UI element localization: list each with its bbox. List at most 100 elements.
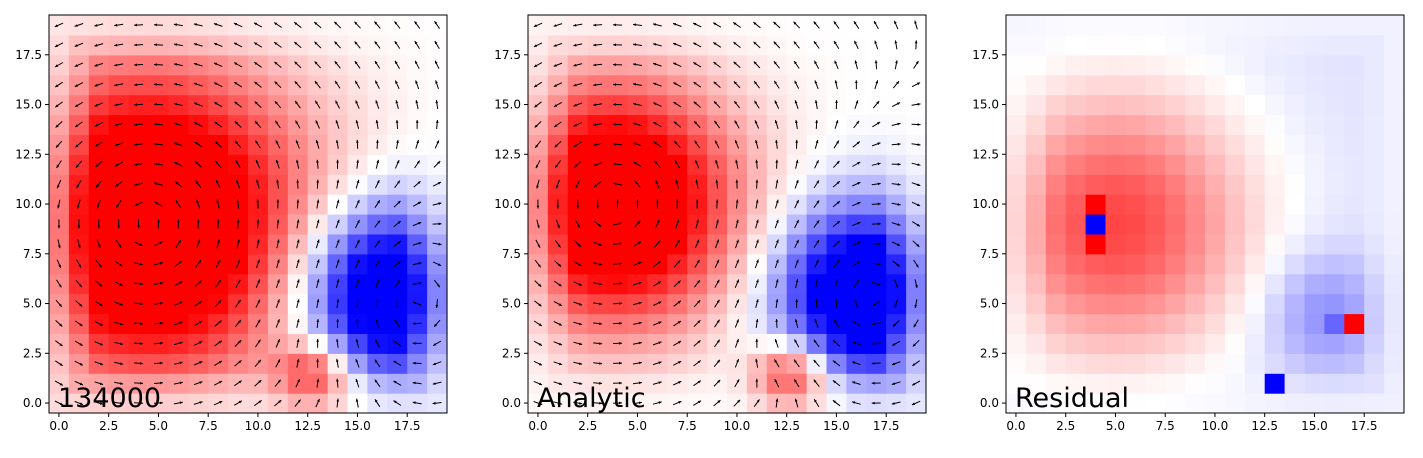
heatmap-cell bbox=[1165, 393, 1186, 414]
heatmap-cell bbox=[1324, 34, 1345, 56]
quiver-arrowhead bbox=[716, 299, 720, 303]
quiver-arrowhead bbox=[593, 63, 597, 67]
heatmap-cell bbox=[1205, 194, 1226, 215]
heatmap-cell bbox=[1304, 293, 1325, 315]
quiver-arrowhead bbox=[538, 382, 543, 386]
quiver-arrowhead bbox=[856, 141, 860, 145]
quiver-arrowhead bbox=[199, 321, 203, 324]
quiver-arrowhead bbox=[74, 64, 78, 67]
quiver-arrowhead bbox=[733, 81, 737, 85]
quiver-arrowhead bbox=[120, 401, 124, 405]
quiver-arrowhead bbox=[754, 120, 758, 124]
quiver-arrowhead bbox=[855, 80, 858, 83]
quiver-arrowhead bbox=[557, 225, 560, 229]
quiver-arrowhead bbox=[336, 159, 339, 163]
quiver-arrowhead bbox=[917, 102, 921, 106]
quiver-arrowhead bbox=[78, 245, 81, 249]
quiver-arrowhead bbox=[257, 319, 261, 323]
heatmap-cell bbox=[1105, 15, 1126, 36]
heatmap-cell bbox=[1344, 54, 1365, 76]
quiver-arrowhead bbox=[75, 104, 79, 107]
quiver-arrowhead bbox=[174, 162, 178, 165]
quiver-arrowhead bbox=[633, 161, 637, 165]
heatmap-cell bbox=[1205, 154, 1226, 175]
quiver-arrowhead bbox=[613, 123, 616, 126]
quiver-arrowhead bbox=[154, 23, 157, 27]
quiver-arrowhead bbox=[356, 139, 359, 143]
heatmap-cell bbox=[1025, 233, 1047, 255]
heatmap-cell bbox=[1224, 154, 1246, 175]
x-tick-label: 10.0 bbox=[1202, 419, 1229, 433]
quiver-arrowhead bbox=[793, 21, 797, 25]
quiver-arrowhead bbox=[877, 142, 881, 146]
quiver-arrowhead bbox=[134, 23, 137, 27]
quiver-arrowhead bbox=[573, 83, 577, 87]
quiver-arrowhead bbox=[375, 339, 378, 343]
quiver-arrowhead bbox=[258, 400, 262, 404]
quiver-arrowhead bbox=[573, 144, 578, 147]
quiver-arrowhead bbox=[356, 239, 360, 243]
quiver-arrowhead bbox=[658, 301, 662, 305]
heatmap-cell bbox=[1006, 114, 1027, 135]
heatmap-cell bbox=[1244, 194, 1266, 215]
quiver-arrowhead bbox=[294, 42, 298, 45]
quiver-arrowhead bbox=[256, 219, 260, 223]
quiver-arrowhead bbox=[99, 342, 103, 346]
quiver-arrowhead bbox=[154, 43, 157, 47]
heatmap-cell bbox=[1224, 194, 1246, 215]
x-tick-label: 10.0 bbox=[245, 419, 272, 433]
quiver-arrowhead bbox=[578, 322, 583, 326]
heatmap-cell bbox=[1364, 293, 1385, 315]
quiver-arrowhead bbox=[217, 239, 220, 243]
heatmap-cell bbox=[1264, 74, 1286, 96]
quiver-arrowhead bbox=[159, 262, 163, 265]
quiver-arrowhead bbox=[316, 159, 319, 163]
quiver-arrowhead bbox=[775, 279, 779, 283]
quiver-arrowhead bbox=[735, 140, 738, 144]
quiver-arrowhead bbox=[538, 362, 542, 366]
quiver-arrowhead bbox=[637, 220, 641, 224]
quiver-arrowhead bbox=[139, 282, 143, 286]
quiver-arrowhead bbox=[832, 360, 836, 364]
quiver-arrowhead bbox=[277, 379, 281, 383]
quiver-arrowhead bbox=[335, 139, 339, 143]
quiver-arrowhead bbox=[395, 120, 399, 123]
x-tick-label: 12.5 bbox=[294, 419, 321, 433]
x-tick-label: 7.5 bbox=[199, 419, 218, 433]
quiver-arrowhead bbox=[674, 141, 678, 145]
quiver-arrowhead bbox=[394, 319, 398, 323]
quiver-arrowhead bbox=[813, 359, 817, 363]
quiver-arrowhead bbox=[834, 319, 837, 323]
quiver-arrowhead bbox=[119, 283, 123, 286]
heatmap-cell bbox=[1025, 253, 1047, 275]
quiver-arrowhead bbox=[296, 219, 300, 223]
panel-label: 134000 bbox=[58, 383, 161, 414]
quiver-arrowhead bbox=[134, 123, 138, 126]
quiver-arrowhead bbox=[538, 323, 542, 326]
quiver-arrowhead bbox=[174, 122, 178, 126]
heatmap-cell bbox=[1324, 54, 1345, 76]
heatmap-cell bbox=[1205, 293, 1226, 315]
quiver-arrowhead bbox=[877, 202, 881, 206]
quiver-arrowhead bbox=[658, 341, 662, 345]
quiver-arrowhead bbox=[892, 362, 896, 366]
quiver-arrowhead bbox=[795, 299, 799, 302]
quiver-arrowhead bbox=[573, 123, 577, 127]
quiver-arrowhead bbox=[316, 338, 319, 342]
quiver-arrowhead bbox=[756, 259, 759, 263]
heatmap-cell bbox=[1384, 154, 1405, 175]
heatmap-cell bbox=[1105, 74, 1126, 96]
quiver-arrowhead bbox=[713, 81, 717, 85]
heatmap-cell bbox=[1006, 353, 1027, 374]
quiver-arrowhead bbox=[559, 402, 563, 405]
quiver-arrowhead bbox=[238, 400, 242, 404]
heatmap-cell bbox=[1165, 74, 1186, 96]
quiver-arrowhead bbox=[236, 219, 240, 223]
heatmap-cell bbox=[1006, 273, 1027, 295]
quiver-arrowhead bbox=[673, 23, 677, 26]
quiver-arrowhead bbox=[59, 402, 63, 406]
quiver-arrowhead bbox=[335, 100, 338, 104]
quiver-arrowhead bbox=[833, 340, 837, 344]
heatmap-cell bbox=[1284, 273, 1306, 295]
panel-label: Residual bbox=[1015, 383, 1129, 414]
